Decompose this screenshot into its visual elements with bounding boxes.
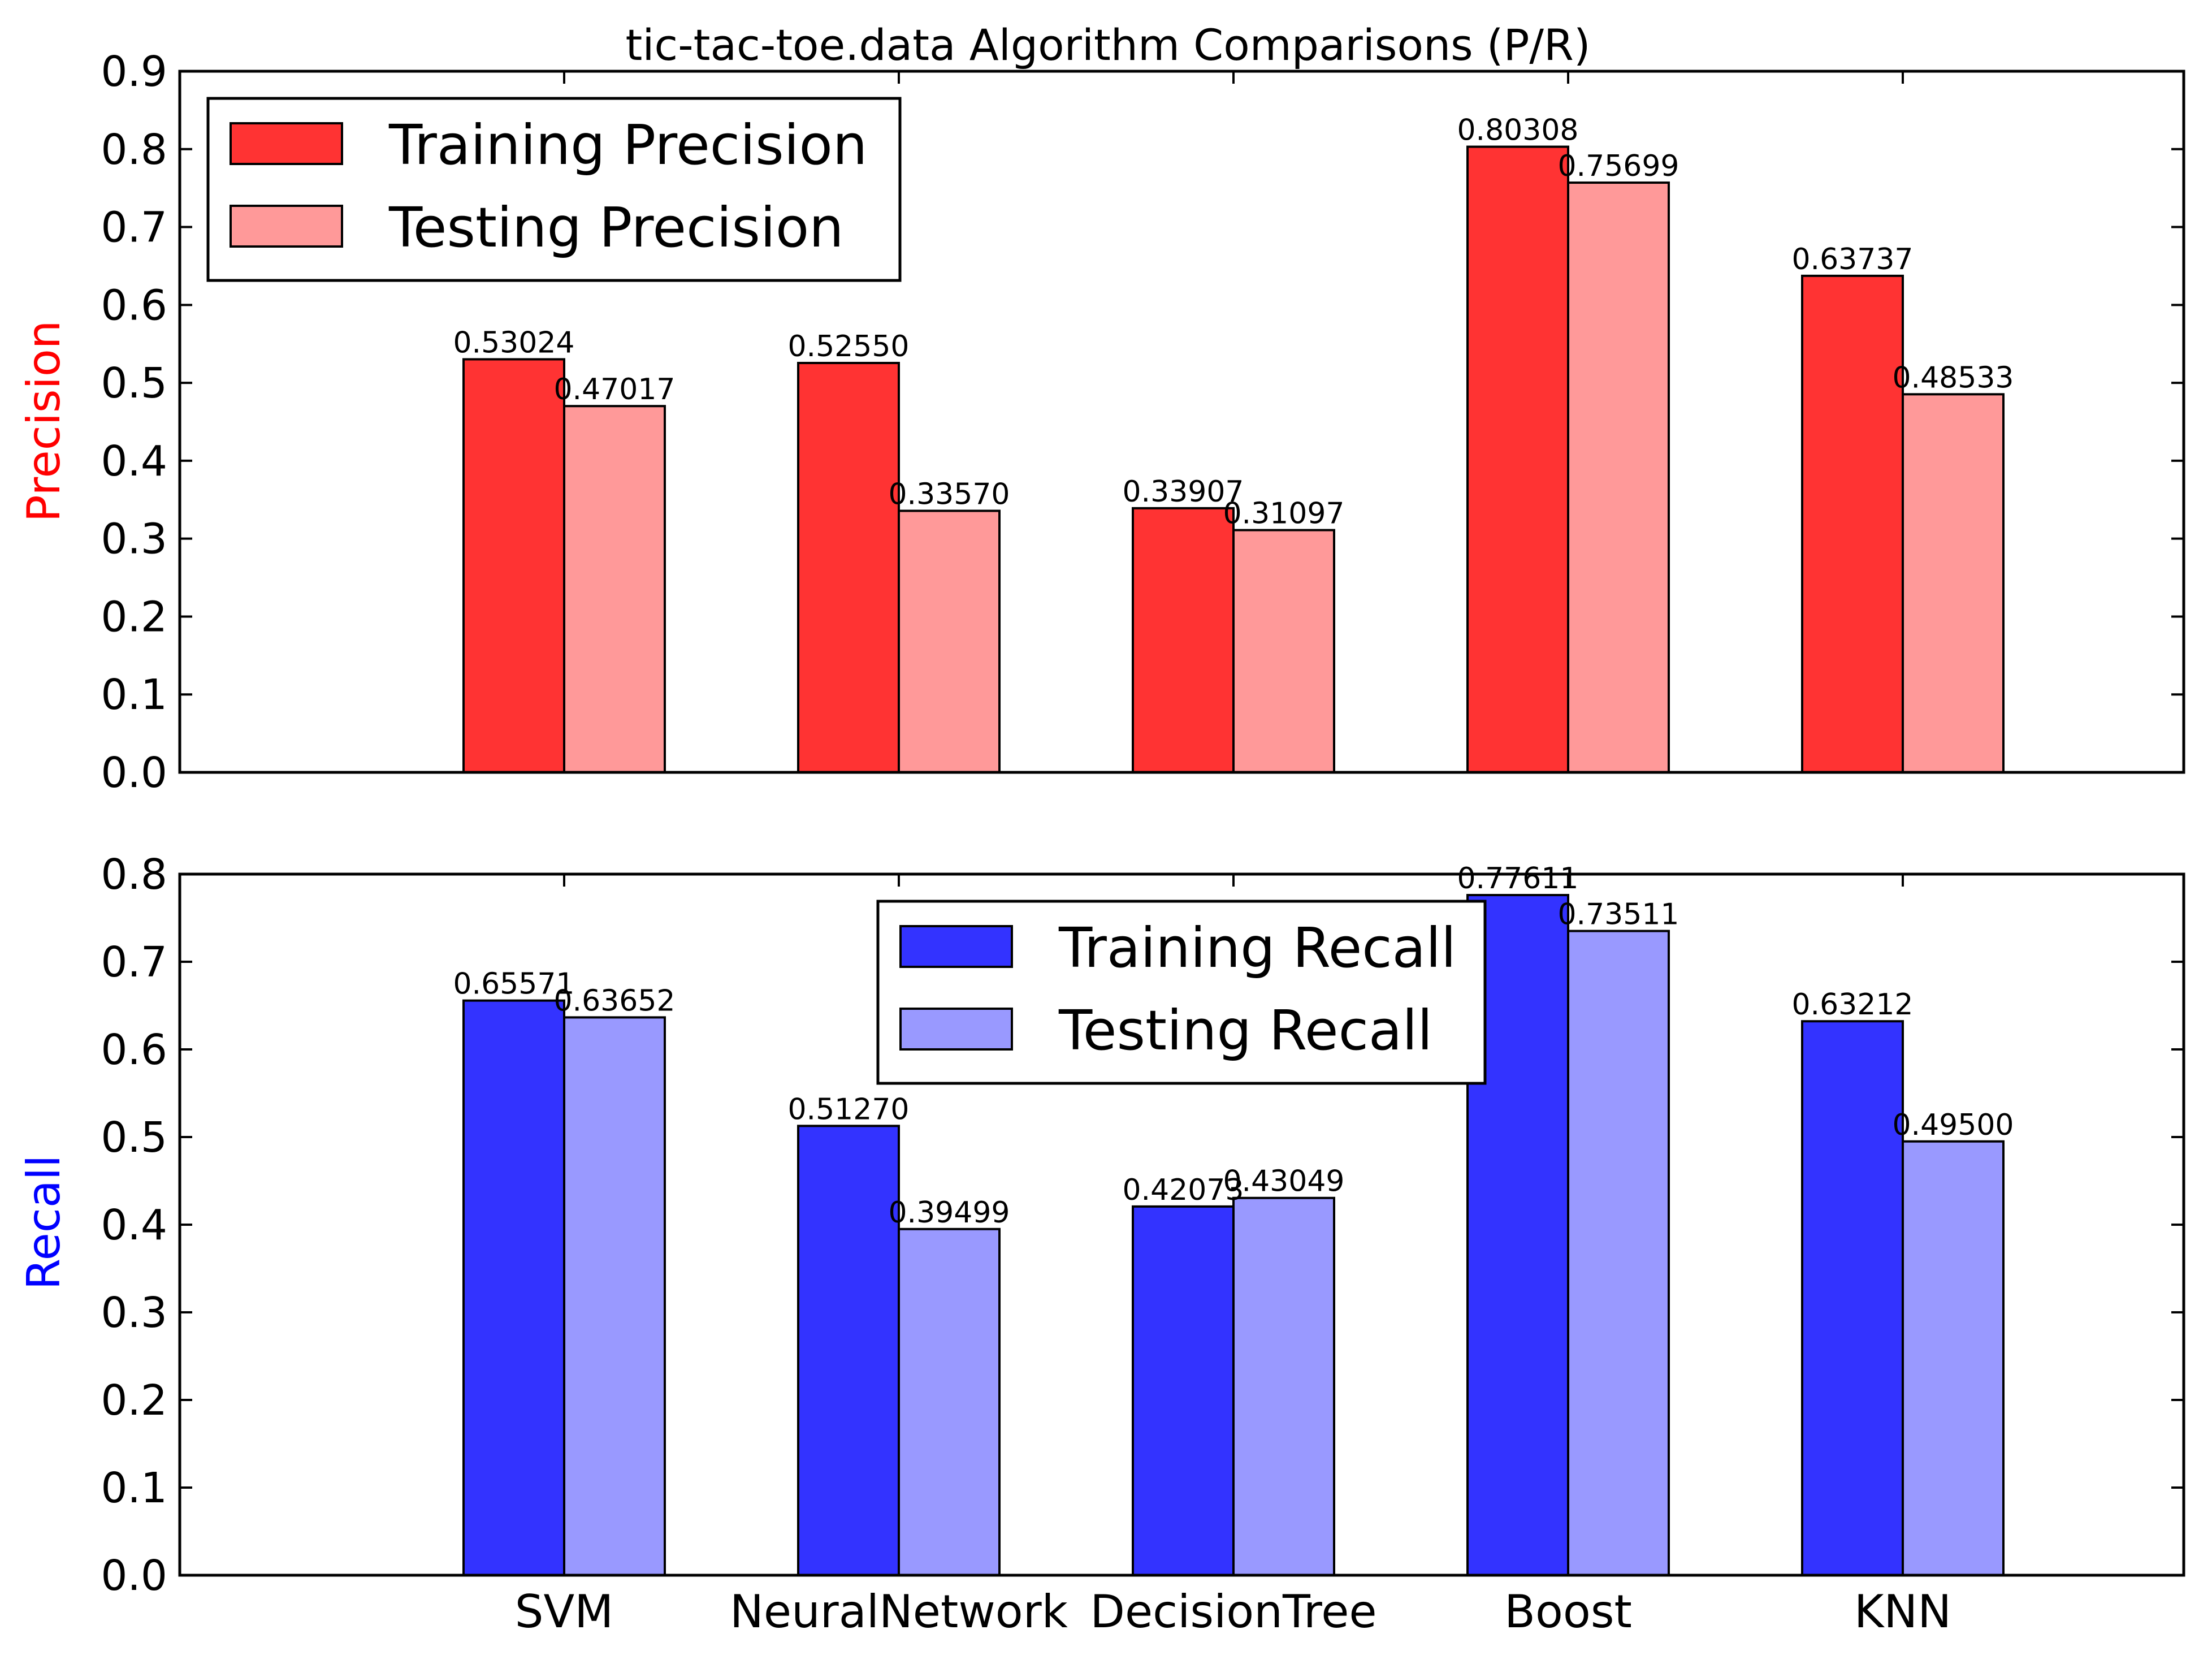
y-tick-label: 0.8 [101,126,167,174]
legend-label-testing-recall: Testing Recall [1058,999,1432,1062]
precision-bars [462,145,2005,774]
y-tick-label: 0.5 [101,359,167,408]
legend-label-training-precision: Training Precision [388,113,867,177]
category-label-svm: SVM [515,1585,614,1638]
bar-value-label-testing-recall-neuralnetwork: 0.39499 [888,1196,1010,1230]
recall-x-ticks [563,874,1904,1575]
bar-testing-recall-boost [1567,930,1670,1576]
bar-value-label-training-precision-svm: 0.53024 [453,326,574,360]
bar-value-label-training-recall-neuralnetwork: 0.51270 [787,1092,909,1126]
y-tick-label: 0.6 [101,1026,167,1074]
bar-training-recall-knn [1801,1020,1904,1576]
legend-swatch-training-precision [230,122,343,165]
legend-swatch-testing-precision [230,205,343,248]
bar-value-label-testing-precision-knn: 0.48533 [1892,361,2014,395]
precision-bar-labels: 0.53024 0.47017 0.52550 0.33570 0.339070.310… [453,114,2014,531]
y-tick-label: 0.3 [101,515,167,564]
y-tick-label: 0.0 [101,1551,167,1600]
bar-value-label-training-recall-svm: 0.65571 [453,967,574,1001]
bar-testing-precision-decisiontree [1232,529,1335,773]
bar-training-precision-boost [1466,145,1569,774]
bar-value-label-training-recall-decisiontree: 0.42073 [1122,1173,1244,1207]
legend-swatch-testing-recall [899,1008,1013,1051]
bar-testing-recall-decisiontree [1232,1196,1335,1576]
bar-value-label-testing-recall-decisiontree: 0.43049 [1223,1165,1344,1199]
y-tick-label: 0.2 [101,1376,167,1425]
bar-training-recall-decisiontree [1132,1205,1235,1576]
bar-value-label-testing-precision-boost: 0.75699 [1557,149,1679,183]
precision-legend: Training Precision Testing Precision [206,97,902,282]
precision-axis-label: Precision [18,321,70,522]
bar-value-label-training-recall-knn: 0.63212 [1791,988,1913,1022]
recall-bars [462,894,2005,1577]
category-label-knn: KNN [1854,1585,1951,1638]
y-tick-label: 0.7 [101,204,167,252]
y-tick-label: 0.1 [101,1464,167,1512]
bar-training-precision-decisiontree [1132,507,1235,774]
bar-testing-precision-svm [563,405,666,773]
bar-training-precision-neuralnetwork [797,361,900,773]
category-label-boost: Boost [1504,1585,1632,1638]
bar-value-label-training-precision-boost: 0.80308 [1457,114,1578,148]
y-tick-label: 0.5 [101,1113,167,1162]
bar-training-precision-svm [462,358,565,773]
bar-value-label-training-recall-boost: 0.77611 [1457,862,1578,896]
bar-value-label-training-precision-decisiontree: 0.33907 [1122,475,1244,509]
recall-legend: Training Recall Testing Recall [876,900,1487,1085]
bar-value-label-training-precision-knn: 0.63737 [1791,243,1913,276]
category-labels: SVM NeuralNetwork DecisionTree Boost KNN [515,1585,1951,1638]
precision-plot-frame [178,70,2185,774]
bar-value-label-testing-recall-boost: 0.73511 [1557,898,1679,932]
bar-testing-recall-knn [1902,1140,2005,1576]
precision-x-ticks [563,71,1904,772]
bar-value-label-testing-precision-svm: 0.47017 [553,373,675,407]
legend-label-testing-precision: Testing Precision [388,196,844,260]
y-tick-label: 0.6 [101,281,167,330]
precision-y-ticks: 0.0 0.1 0.2 0.3 0.4 0.5 0.6 0.7 0.8 0.9 [101,47,2184,797]
category-label-neuralnetwork: NeuralNetwork [730,1585,1068,1638]
bar-value-label-training-precision-neuralnetwork: 0.52550 [787,330,909,364]
y-tick-label: 0.2 [101,593,167,641]
legend-swatch-training-recall [899,925,1013,968]
bar-testing-precision-boost [1567,181,1670,773]
bar-value-label-testing-precision-decisiontree: 0.31097 [1223,497,1344,531]
y-tick-label: 0.1 [101,671,167,719]
y-tick-label: 0.9 [101,47,167,96]
y-tick-label: 0.3 [101,1289,167,1337]
y-tick-label: 0.8 [101,850,167,899]
recall-y-ticks: 0.0 0.1 0.2 0.3 0.4 0.5 0.6 0.7 0.8 [101,850,2184,1600]
bar-testing-precision-knn [1902,393,2005,773]
bar-value-label-testing-recall-knn: 0.49500 [1892,1108,2014,1142]
y-tick-label: 0.0 [101,749,167,797]
chart-title: tic-tac-toe.data Algorithm Comparisons (… [626,20,1591,70]
recall-axis-label: Recall [18,1155,70,1290]
y-tick-label: 0.4 [101,437,167,486]
y-tick-label: 0.7 [101,938,167,987]
y-tick-label: 0.4 [101,1201,167,1250]
legend-label-training-recall: Training Recall [1058,916,1456,980]
bar-training-recall-neuralnetwork [797,1125,900,1576]
bar-training-precision-knn [1801,274,1904,773]
bar-testing-recall-neuralnetwork [898,1228,1001,1576]
bar-testing-precision-neuralnetwork [898,509,1001,773]
bar-value-label-testing-precision-neuralnetwork: 0.33570 [888,477,1010,511]
category-label-decisiontree: DecisionTree [1090,1585,1376,1638]
bar-training-recall-svm [462,999,565,1577]
recall-plot-frame [178,872,2185,1577]
bar-testing-recall-svm [563,1016,666,1577]
bar-value-label-testing-recall-svm: 0.63652 [553,984,675,1018]
